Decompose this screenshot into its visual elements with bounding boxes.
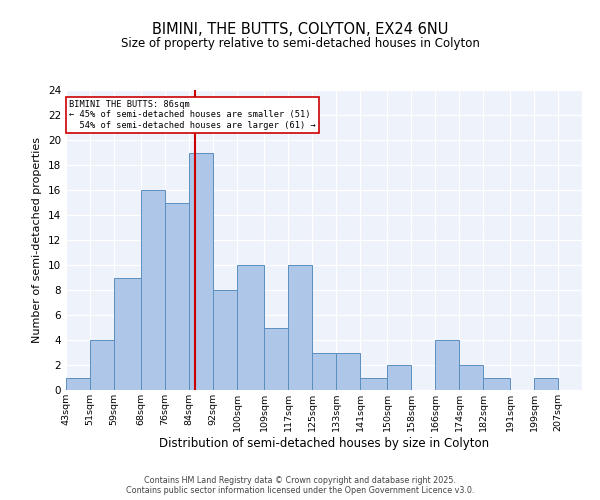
Bar (360, 378, 387, 390)
Bar (264, 328, 288, 390)
Bar (483, 378, 510, 390)
Text: BIMINI, THE BUTTS, COLYTON, EX24 6NU: BIMINI, THE BUTTS, COLYTON, EX24 6NU (152, 22, 448, 38)
Text: BIMINI THE BUTTS: 86sqm
← 45% of semi-detached houses are smaller (51)
  54% of : BIMINI THE BUTTS: 86sqm ← 45% of semi-de… (69, 100, 316, 130)
Bar (534, 378, 558, 390)
Bar (312, 352, 336, 390)
Bar (114, 278, 141, 390)
Y-axis label: Number of semi-detached properties: Number of semi-detached properties (32, 137, 43, 343)
Bar (336, 352, 360, 390)
Text: Size of property relative to semi-detached houses in Colyton: Size of property relative to semi-detach… (121, 38, 479, 51)
Bar (189, 152, 213, 390)
Bar (435, 340, 459, 390)
Bar (165, 202, 189, 390)
Text: Contains HM Land Registry data © Crown copyright and database right 2025.
Contai: Contains HM Land Registry data © Crown c… (126, 476, 474, 495)
Bar (459, 365, 483, 390)
Bar (288, 265, 312, 390)
Bar (66, 378, 90, 390)
X-axis label: Distribution of semi-detached houses by size in Colyton: Distribution of semi-detached houses by … (159, 437, 489, 450)
Bar (237, 265, 264, 390)
Bar (90, 340, 114, 390)
Bar (141, 190, 165, 390)
Bar (387, 365, 411, 390)
Bar (213, 290, 237, 390)
